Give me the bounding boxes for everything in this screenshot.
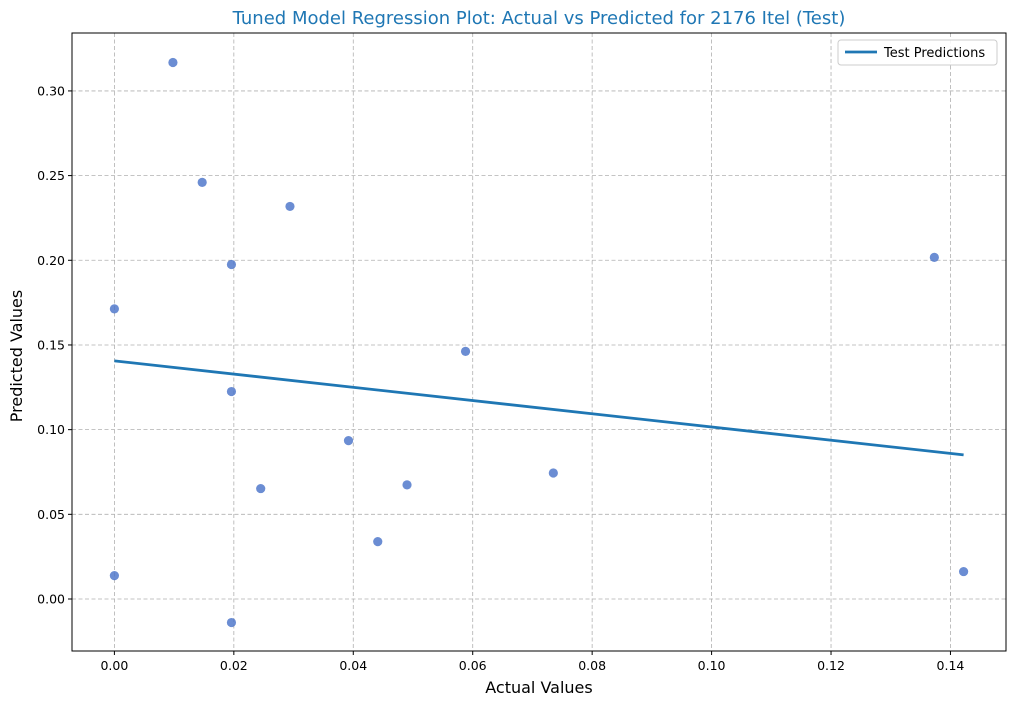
grid-lines [72, 33, 1006, 651]
y-tick-label-3: 0.15 [37, 337, 65, 352]
data-points [109, 57, 969, 628]
data-point-12 [460, 346, 471, 356]
x-tick-label-1: 0.02 [220, 658, 248, 673]
data-point-7 [256, 483, 266, 494]
y-tick-label-0: 0.00 [37, 592, 65, 607]
data-point-4 [226, 259, 237, 270]
y-axis-label: Predicted Values [7, 290, 26, 422]
regression-line [114, 359, 964, 457]
x-axis-label: Actual Values [485, 678, 592, 697]
legend-box [837, 39, 998, 66]
legend-label: Test Predictions [883, 46, 985, 61]
data-point-15 [958, 566, 969, 577]
data-point-14 [929, 252, 939, 263]
x-tick-label-6: 0.12 [817, 658, 845, 673]
x-tick-label-4: 0.08 [578, 658, 606, 673]
y-tick-label-4: 0.20 [37, 253, 65, 268]
plot-frame [71, 32, 1007, 652]
data-point-8 [285, 201, 295, 212]
data-point-2 [168, 57, 178, 68]
y-tick-label-6: 0.30 [37, 83, 65, 98]
data-point-3 [197, 177, 207, 187]
data-point-13 [548, 468, 558, 478]
legend: Test Predictions [837, 39, 998, 66]
data-point-6 [226, 617, 237, 628]
x-tick-label-3: 0.06 [459, 658, 487, 673]
chart-title: Tuned Model Regression Plot: Actual vs P… [232, 8, 846, 29]
data-point-5 [226, 386, 237, 397]
x-tick-label-7: 0.14 [937, 658, 965, 673]
data-point-0 [109, 304, 120, 314]
x-tick-label-5: 0.10 [698, 658, 726, 673]
x-axis-ticks: 0.00 0.02 0.04 0.06 0.08 0.10 0.12 0.14 [100, 651, 964, 673]
y-tick-label-5: 0.25 [37, 168, 65, 183]
x-tick-label-2: 0.04 [339, 658, 367, 673]
data-point-9 [343, 436, 354, 446]
x-tick-label-0: 0.00 [100, 658, 128, 673]
y-tick-label-2: 0.10 [37, 422, 65, 437]
data-point-1 [109, 571, 120, 581]
data-point-10 [373, 536, 383, 547]
y-tick-label-1: 0.05 [37, 507, 65, 522]
data-point-11 [402, 480, 412, 490]
regression-line-layer [114, 359, 964, 457]
y-axis-ticks: 0.00 0.05 0.10 0.15 0.20 0.25 0.30 [37, 83, 72, 607]
